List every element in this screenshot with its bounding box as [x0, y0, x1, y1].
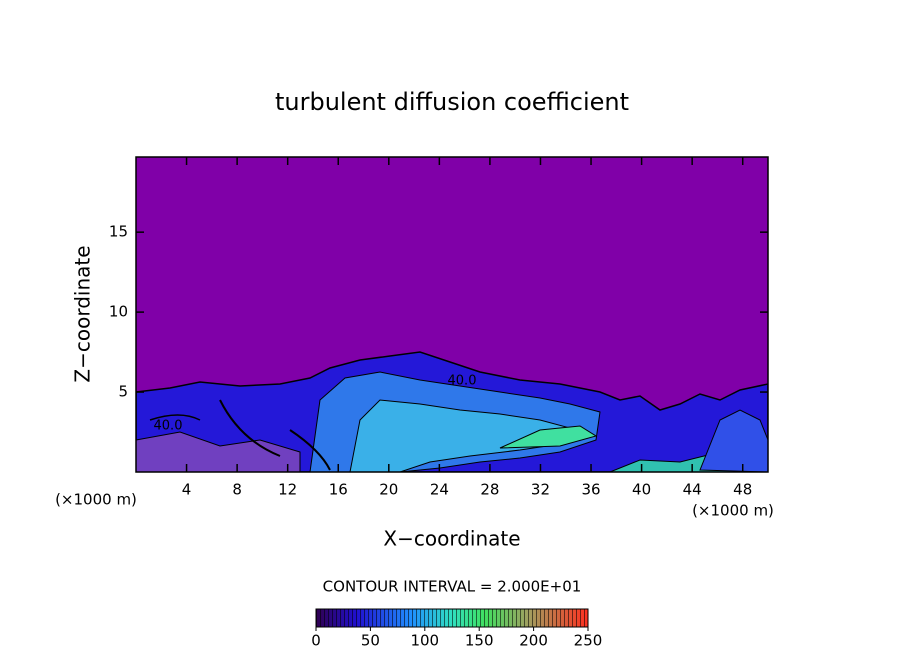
- chart-title: turbulent diffusion coefficient: [275, 88, 629, 116]
- colorbar-frame: [315, 608, 589, 628]
- y-unit: (×1000 m): [55, 491, 137, 509]
- y-tick-label: 10: [109, 303, 128, 321]
- colorbar-tick-label: 50: [361, 632, 380, 650]
- colorbar-tick-label: 100: [410, 632, 439, 650]
- x-unit: (×1000 m): [692, 502, 774, 520]
- y-tick-label: 5: [118, 383, 128, 401]
- x-tick-label: 16: [329, 481, 348, 499]
- colorbar-tick-label: 200: [519, 632, 548, 650]
- contour-label: 40.0: [448, 374, 477, 389]
- contour-label: 40.0: [154, 419, 183, 434]
- x-tick-label: 32: [531, 481, 550, 499]
- x-tick-label: 48: [733, 481, 752, 499]
- x-tick-label: 40: [632, 481, 651, 499]
- x-tick-label: 44: [683, 481, 702, 499]
- colorbar-tick-label: 0: [311, 632, 321, 650]
- y-axis-label: Z−coordinate: [71, 245, 95, 382]
- contour-interval: CONTOUR INTERVAL = 2.000E+01: [323, 578, 582, 596]
- colorbar-tick-label: 150: [465, 632, 494, 650]
- x-tick-label: 20: [379, 481, 398, 499]
- x-tick-label: 36: [581, 481, 600, 499]
- x-tick-label: 28: [480, 481, 499, 499]
- plot-frame: [135, 156, 769, 473]
- x-tick-label: 8: [232, 481, 242, 499]
- x-axis-label: X−coordinate: [383, 527, 520, 551]
- x-tick-label: 12: [278, 481, 297, 499]
- x-tick-label: 4: [182, 481, 192, 499]
- x-tick-label: 24: [430, 481, 449, 499]
- y-tick-label: 15: [109, 223, 128, 241]
- colorbar-tick-label: 250: [574, 632, 603, 650]
- contour-field: [136, 157, 768, 472]
